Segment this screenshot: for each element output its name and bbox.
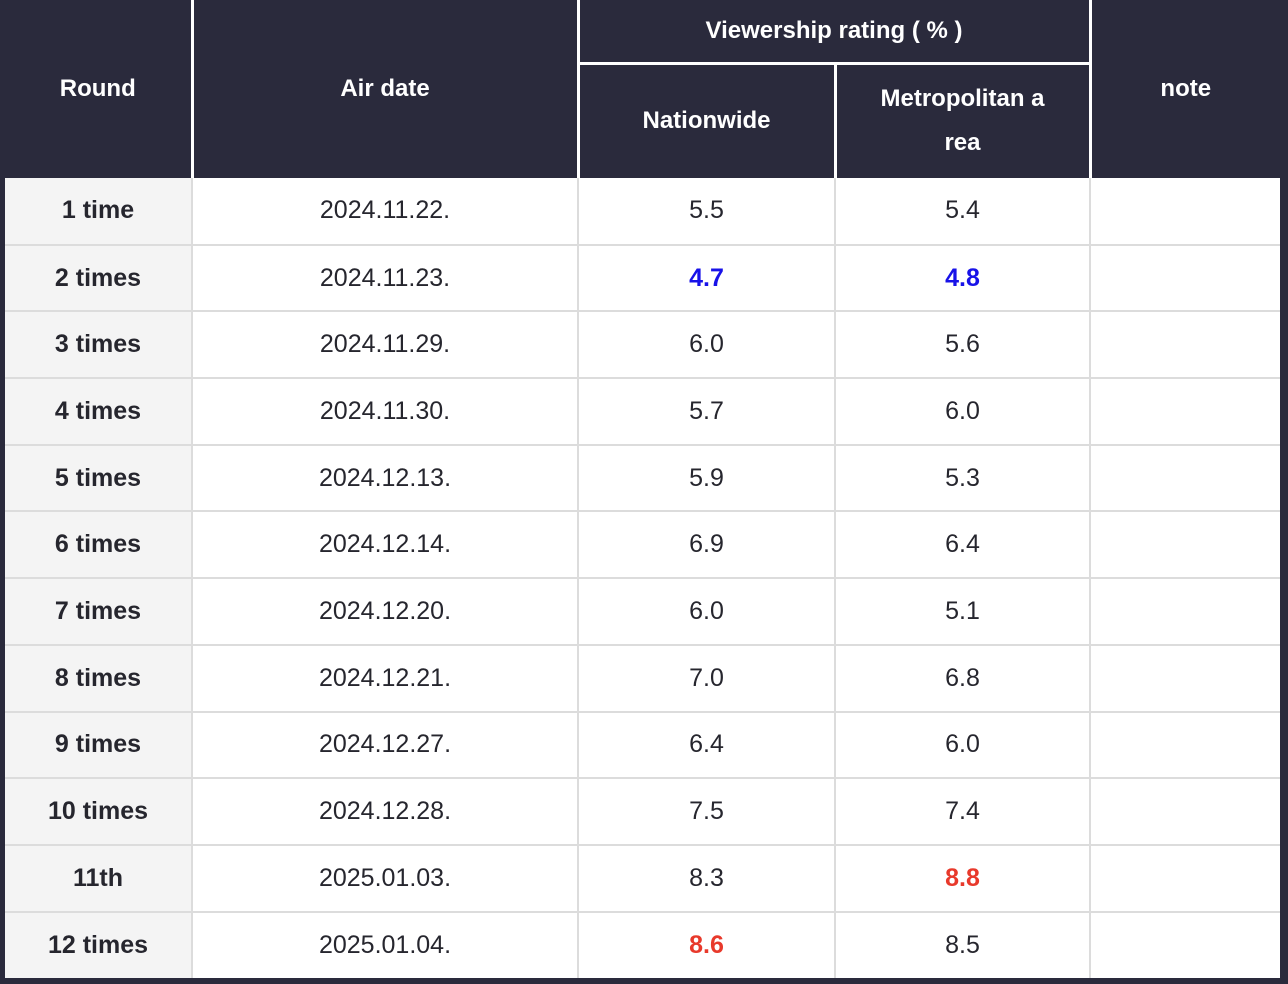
table-row: 12 times 2025.01.04. 8.6 8.5 <box>5 910 1281 979</box>
note-cell <box>1089 910 1281 979</box>
note-cell <box>1089 510 1281 580</box>
note-cell <box>1089 643 1281 713</box>
table-row: 8 times 2024.12.21. 7.0 6.8 <box>5 643 1281 713</box>
note-cell <box>1089 310 1281 380</box>
metropolitan-rating-cell: 5.6 <box>833 310 1092 380</box>
table-row: 7 times 2024.12.20. 6.0 5.1 <box>5 577 1281 646</box>
note-cell <box>1089 243 1281 313</box>
nationwide-rating-cell: 5.5 <box>577 178 836 246</box>
table-header: Round Air date Viewership rating ( % ) n… <box>5 0 1281 178</box>
nationwide-rating-cell: 4.7 <box>577 243 836 313</box>
header-row-top: Round Air date Viewership rating ( % ) n… <box>5 0 1281 178</box>
metropolitan-rating-cell: 6.0 <box>833 710 1092 780</box>
metropolitan-rating-cell: 8.8 <box>833 843 1092 913</box>
air-date-cell: 2024.11.23. <box>191 243 579 313</box>
round-cell: 6 times <box>5 510 193 580</box>
nationwide-rating-cell: 6.4 <box>577 710 836 780</box>
metropolitan-rating-cell: 7.4 <box>833 777 1092 846</box>
table-row: 2 times 2024.11.23. 4.7 4.8 <box>5 243 1281 313</box>
air-date-cell: 2025.01.03. <box>191 843 579 913</box>
air-date-cell: 2024.11.29. <box>191 310 579 380</box>
col-header-metropolitan-area-label: Metropolitan area <box>880 84 1045 157</box>
air-date-cell: 2024.12.20. <box>191 577 579 646</box>
air-date-cell: 2024.12.14. <box>191 510 579 580</box>
round-cell: 7 times <box>5 577 193 646</box>
table-row: 6 times 2024.12.14. 6.9 6.4 <box>5 510 1281 580</box>
air-date-cell: 2024.11.30. <box>191 377 579 446</box>
table-row: 4 times 2024.11.30. 5.7 6.0 <box>5 377 1281 446</box>
metropolitan-rating-cell: 5.3 <box>833 443 1092 513</box>
col-header-nationwide: Nationwide <box>578 63 837 178</box>
nationwide-rating-cell: 7.0 <box>577 643 836 713</box>
nationwide-rating-cell: 7.5 <box>577 777 836 846</box>
metropolitan-rating-cell: 5.4 <box>833 178 1092 246</box>
col-header-note: note <box>1090 0 1281 178</box>
round-cell: 11th <box>5 843 193 913</box>
metropolitan-rating-cell: 4.8 <box>833 243 1092 313</box>
note-cell <box>1089 777 1281 846</box>
round-cell: 4 times <box>5 377 193 446</box>
col-header-round: Round <box>5 0 194 178</box>
air-date-cell: 2024.12.13. <box>191 443 579 513</box>
viewership-rating-table: Round Air date Viewership rating ( % ) n… <box>5 0 1281 979</box>
table-row: 11th 2025.01.03. 8.3 8.8 <box>5 843 1281 913</box>
metropolitan-rating-cell: 6.4 <box>833 510 1092 580</box>
round-cell: 2 times <box>5 243 193 313</box>
nationwide-rating-cell: 6.0 <box>577 577 836 646</box>
table-body: 1 time 2024.11.22. 5.5 5.4 2 times 2024.… <box>5 178 1281 979</box>
table-row: 9 times 2024.12.27. 6.4 6.0 <box>5 710 1281 780</box>
note-cell <box>1089 443 1281 513</box>
round-cell: 9 times <box>5 710 193 780</box>
air-date-cell: 2024.12.28. <box>191 777 579 846</box>
table-row: 10 times 2024.12.28. 7.5 7.4 <box>5 777 1281 846</box>
nationwide-rating-cell: 8.3 <box>577 843 836 913</box>
table-row: 3 times 2024.11.29. 6.0 5.6 <box>5 310 1281 380</box>
note-cell <box>1089 710 1281 780</box>
nationwide-rating-cell: 8.6 <box>577 910 836 979</box>
header-row-sub: Nationwide Metropolitan area <box>5 63 1280 178</box>
air-date-cell: 2024.12.27. <box>191 710 579 780</box>
nationwide-rating-cell: 6.0 <box>577 310 836 380</box>
table-row: 5 times 2024.12.13. 5.9 5.3 <box>5 443 1281 513</box>
air-date-cell: 2025.01.04. <box>191 910 579 979</box>
nationwide-rating-cell: 6.9 <box>577 510 836 580</box>
round-cell: 1 time <box>5 178 193 246</box>
metropolitan-rating-cell: 5.1 <box>833 577 1092 646</box>
metropolitan-rating-cell: 6.8 <box>833 643 1092 713</box>
col-header-air-date: Air date <box>192 0 580 178</box>
metropolitan-rating-cell: 8.5 <box>833 910 1092 979</box>
note-cell <box>1089 377 1281 446</box>
note-cell <box>1089 577 1281 646</box>
round-cell: 8 times <box>5 643 193 713</box>
note-cell <box>1089 178 1281 246</box>
metropolitan-rating-cell: 6.0 <box>833 377 1092 446</box>
air-date-cell: 2024.12.21. <box>191 643 579 713</box>
round-cell: 10 times <box>5 777 193 846</box>
air-date-cell: 2024.11.22. <box>191 178 579 246</box>
col-header-metropolitan-area: Metropolitan area <box>835 63 1092 178</box>
nationwide-rating-cell: 5.7 <box>577 377 836 446</box>
round-cell: 12 times <box>5 910 193 979</box>
col-header-viewership-rating: Viewership rating ( % ) <box>578 0 1092 65</box>
table-row: 1 time 2024.11.22. 5.5 5.4 <box>5 178 1281 246</box>
note-cell <box>1089 843 1281 913</box>
round-cell: 5 times <box>5 443 193 513</box>
nationwide-rating-cell: 5.9 <box>577 443 836 513</box>
round-cell: 3 times <box>5 310 193 380</box>
